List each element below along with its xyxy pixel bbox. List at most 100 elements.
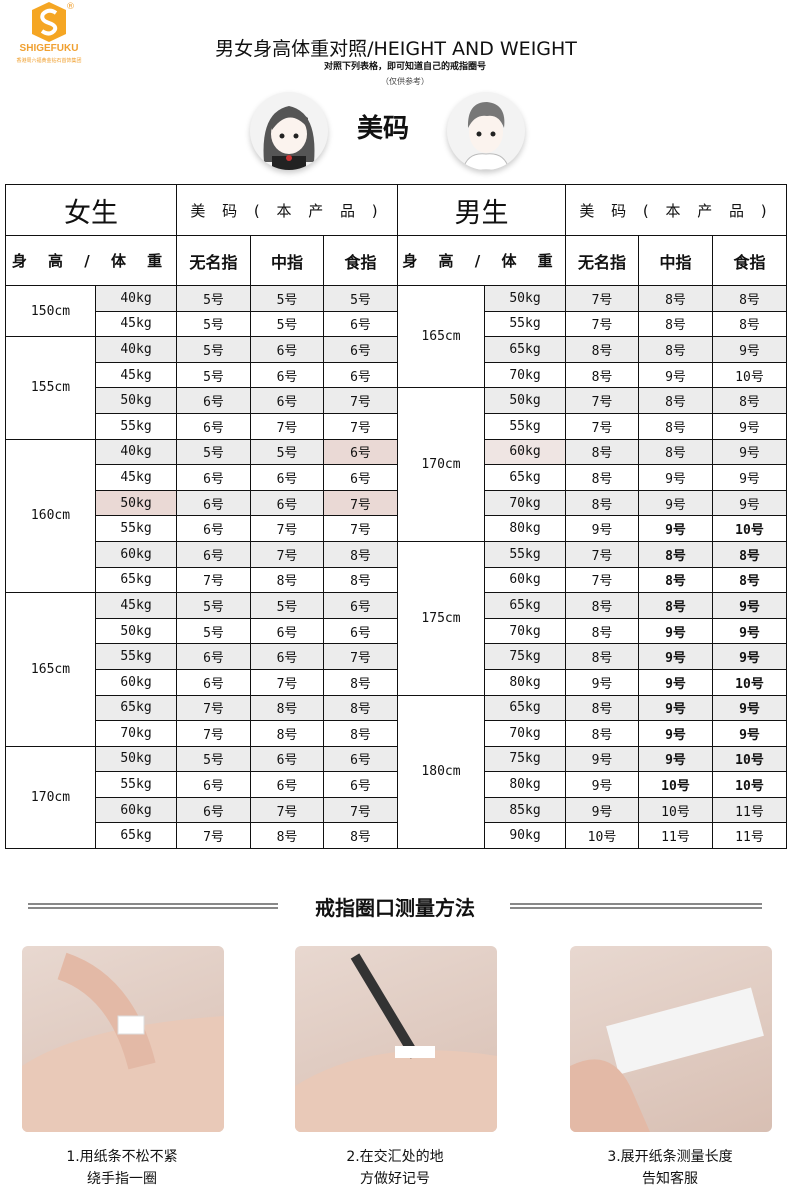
men-size-cell: 8号 xyxy=(638,336,713,363)
women-size-cell: 7号 xyxy=(250,412,324,440)
table-row: 65kg 7号 8号 8号 180cm 65kg 8号 9号 9号 xyxy=(6,694,787,850)
women-size-cell: 7号 xyxy=(323,412,398,440)
women-weight-cell: 45kg xyxy=(95,592,177,619)
female-avatar xyxy=(250,92,328,170)
women-size-cell: 6号 xyxy=(176,643,251,670)
women-weight-cell: 40kg xyxy=(95,438,177,466)
women-weight-cell: 65kg xyxy=(95,822,177,850)
men-weight-cell: 65kg xyxy=(484,464,566,491)
table-row: 60kg 6号 7号 7号 85kg 9号 10号 11号 xyxy=(6,796,787,824)
men-size-cell: 8号 xyxy=(565,720,639,747)
men-size-cell: 9号 xyxy=(712,412,787,440)
men-size-cell: 8号 xyxy=(712,387,787,414)
women-weight-cell: 55kg xyxy=(95,771,177,798)
women-header: 女生 xyxy=(5,184,177,236)
step-1-caption: 1.用纸条不松不紧 绕手指一圈 xyxy=(66,1149,178,1187)
men-weight-cell: 90kg xyxy=(484,822,566,850)
col-ring-finger: 无名指 xyxy=(176,235,251,286)
women-weight-cell: 55kg xyxy=(95,412,177,440)
men-size-cell: 9号 xyxy=(638,464,713,491)
men-weight-cell: 65kg xyxy=(484,694,566,722)
men-size-cell: 10号 xyxy=(712,668,787,696)
men-height-cell: 180cm xyxy=(397,694,485,850)
women-weight-cell: 45kg xyxy=(95,464,177,491)
men-size-cell: 7号 xyxy=(565,387,639,414)
women-weight-cell: 55kg xyxy=(95,643,177,670)
table-row: 160cm 40kg 5号 5号 6号 60kg 8号 8号 9号 xyxy=(5,438,787,594)
women-height-cell: 170cm xyxy=(5,745,96,850)
logo-s-icon xyxy=(32,2,66,42)
men-size-cell: 8号 xyxy=(712,285,787,312)
men-size-cell: 8号 xyxy=(638,540,713,568)
men-size-cell: 9号 xyxy=(712,694,787,722)
step-3-caption: 3.展开纸条测量长度 告知客服 xyxy=(607,1149,733,1187)
women-size-cell: 6号 xyxy=(323,361,398,389)
table-row: 55kg 6号 7号 7号 80kg 9号 9号 10号 xyxy=(6,515,787,542)
women-size-cell: 7号 xyxy=(176,822,251,850)
women-size-cell: 6号 xyxy=(176,771,251,798)
table-row: 55kg 6号 6号 6号 80kg 9号 10号 10号 xyxy=(6,771,787,798)
women-size-cell: 8号 xyxy=(323,668,398,696)
men-size-cell: 8号 xyxy=(712,566,787,594)
registered-mark: ® xyxy=(66,2,75,12)
men-size-cell: 9号 xyxy=(712,643,787,670)
women-size-cell: 8号 xyxy=(250,720,324,747)
men-weight-cell: 60kg xyxy=(484,566,566,594)
col-height-weight: 身 高 / 体 重 xyxy=(5,235,177,286)
women-size-cell: 7号 xyxy=(176,566,251,594)
col-index-finger: 食指 xyxy=(712,235,787,286)
men-size-cell: 8号 xyxy=(638,412,713,440)
women-size-cell: 7号 xyxy=(250,668,324,696)
women-size-cell: 8号 xyxy=(323,694,398,722)
men-size-cell: 7号 xyxy=(565,310,639,338)
women-weight-cell: 55kg xyxy=(95,515,177,542)
men-size-cell: 9号 xyxy=(712,464,787,491)
women-size-cell: 5号 xyxy=(250,285,324,312)
women-weight-cell: 60kg xyxy=(95,540,177,568)
women-size-cell: 8号 xyxy=(323,720,398,747)
women-size-cell: 5号 xyxy=(176,438,251,466)
women-size-cell: 6号 xyxy=(323,745,398,773)
men-size-cell: 8号 xyxy=(712,310,787,338)
women-size-cell: 6号 xyxy=(250,771,324,798)
women-weight-cell: 45kg xyxy=(95,310,177,338)
women-size-cell: 6号 xyxy=(323,310,398,338)
women-size-cell: 7号 xyxy=(250,540,324,568)
table-row: 45kg 6号 6号 6号 65kg 8号 9号 9号 xyxy=(6,464,787,491)
women-size-cell: 6号 xyxy=(250,361,324,389)
men-size-cell: 8号 xyxy=(565,336,639,363)
table-row: 50kg 5号 6号 6号 70kg 8号 9号 9号 xyxy=(6,617,787,645)
women-weight-cell: 60kg xyxy=(95,796,177,824)
women-size-cell: 5号 xyxy=(176,592,251,619)
men-size-cell: 9号 xyxy=(712,617,787,645)
women-size-cell: 5号 xyxy=(176,745,251,773)
men-size-cell: 9号 xyxy=(565,515,639,542)
women-size-cell: 6号 xyxy=(176,412,251,440)
women-size-cell: 6号 xyxy=(176,515,251,542)
women-size-cell: 6号 xyxy=(323,438,398,466)
women-size-cell: 7号 xyxy=(250,515,324,542)
women-size-cell: 6号 xyxy=(176,387,251,414)
men-size-cell: 8号 xyxy=(565,489,639,517)
men-size-cell: 9号 xyxy=(712,438,787,466)
women-size-cell: 8号 xyxy=(250,822,324,850)
men-size-cell: 8号 xyxy=(638,285,713,312)
men-size-cell: 9号 xyxy=(638,489,713,517)
table-row: 45kg 5号 6号 6号 70kg 8号 9号 10号 xyxy=(6,361,787,389)
women-size-cell: 5号 xyxy=(250,310,324,338)
men-size-cell: 11号 xyxy=(712,796,787,824)
men-weight-cell: 55kg xyxy=(484,310,566,338)
women-height-cell: 150cm xyxy=(5,284,96,338)
men-size-cell: 9号 xyxy=(638,745,713,773)
table-row: 170cm 50kg 5号 6号 6号 75kg 9号 9号 10号 xyxy=(5,745,787,850)
step-3-photo xyxy=(570,946,772,1132)
women-weight-cell: 70kg xyxy=(95,720,177,747)
women-size-cell: 6号 xyxy=(250,617,324,645)
men-size-cell: 9号 xyxy=(712,592,787,619)
men-weight-cell: 75kg xyxy=(484,643,566,670)
men-size-header: 美 码 ( 本 产 品 ) xyxy=(565,184,787,236)
men-height-cell: 170cm xyxy=(397,387,485,542)
women-height-cell: 165cm xyxy=(5,592,96,747)
women-weight-cell: 65kg xyxy=(95,694,177,722)
col-middle-finger: 中指 xyxy=(638,235,713,286)
